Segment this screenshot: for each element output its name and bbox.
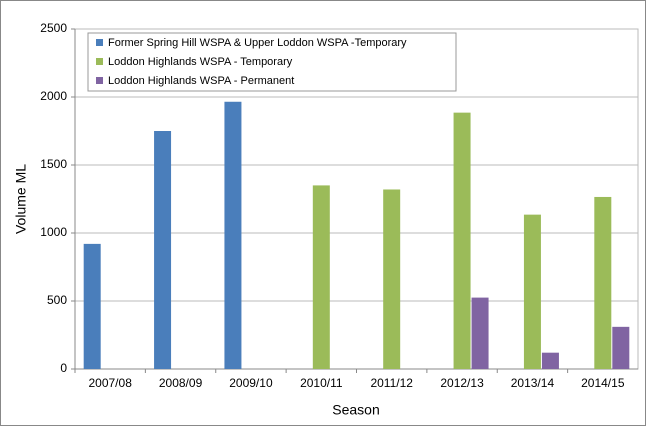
y-tick-label: 2500 xyxy=(40,21,67,35)
y-axis-label: Volume ML xyxy=(13,164,29,234)
bar xyxy=(523,214,541,369)
bar xyxy=(594,196,612,369)
y-tick-label: 1000 xyxy=(40,225,67,239)
y-tick-label: 0 xyxy=(60,361,67,375)
bar xyxy=(612,326,630,369)
x-axis-label: Season xyxy=(332,402,379,418)
x-tick-label: 2013/14 xyxy=(511,376,555,390)
x-tick-label: 2011/12 xyxy=(370,376,413,390)
x-tick-label: 2007/08 xyxy=(88,376,132,390)
bar xyxy=(224,101,242,369)
bar xyxy=(312,185,330,369)
bar xyxy=(83,243,101,369)
bar xyxy=(453,112,471,369)
legend-label: Loddon Highlands WSPA - Temporary xyxy=(108,56,293,68)
x-tick-label: 2010/11 xyxy=(300,376,343,390)
bar xyxy=(383,189,401,369)
y-tick-label: 2000 xyxy=(40,89,67,103)
legend-label: Loddon Highlands WSPA - Permanent xyxy=(108,75,294,87)
legend-label: Former Spring Hill WSPA & Upper Loddon W… xyxy=(108,37,407,49)
x-tick-label: 2009/10 xyxy=(229,376,273,390)
bar xyxy=(541,352,559,369)
x-tick-label: 2014/15 xyxy=(581,376,625,390)
legend-box xyxy=(87,32,457,92)
y-tick-label: 500 xyxy=(47,293,67,307)
x-tick-label: 2008/09 xyxy=(159,376,203,390)
y-tick-label: 1500 xyxy=(40,157,67,171)
bar xyxy=(154,131,172,369)
legend-swatch xyxy=(96,58,103,65)
legend-swatch xyxy=(96,77,103,84)
legend-swatch xyxy=(96,39,103,46)
bar xyxy=(471,297,489,369)
x-tick-label: 2012/13 xyxy=(440,376,484,390)
